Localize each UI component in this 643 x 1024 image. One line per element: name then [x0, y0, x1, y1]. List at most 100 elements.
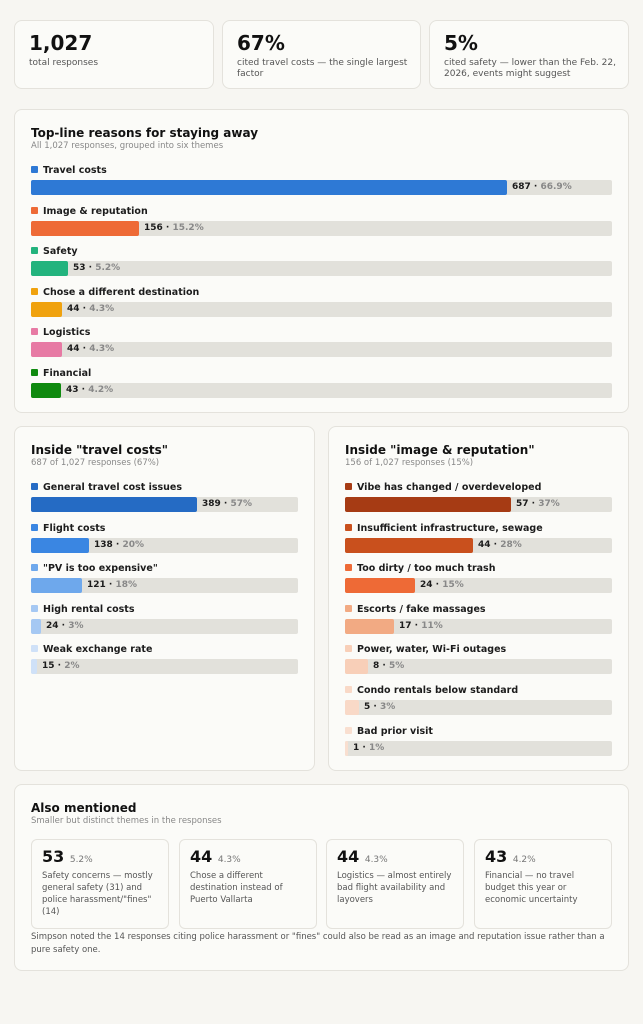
- bar-label: General travel cost issues: [31, 482, 182, 493]
- legend-swatch-icon: [345, 686, 352, 693]
- bar-row: Chose a different destination 44 · 4.3%: [31, 287, 612, 319]
- bar-fill: [345, 497, 511, 512]
- stat-description: cited travel costs — the single largest …: [237, 58, 408, 79]
- bar-fill: [345, 740, 348, 756]
- bar-fill: [31, 261, 68, 277]
- bar-value-label: 24 · 15%: [420, 580, 464, 591]
- bar-fill: [31, 497, 197, 512]
- bar-fill: [31, 537, 89, 553]
- bar-label: Insufficient infrastructure, sewage: [345, 523, 543, 534]
- mini-stat-value: 44 4.3%: [337, 847, 388, 866]
- stat-card-travel: 67% cited travel costs — the single larg…: [222, 20, 421, 89]
- bar-row: Travel costs 687 · 66.9%: [31, 165, 612, 197]
- bar-fill: [345, 537, 473, 553]
- bar-label: Logistics: [31, 327, 90, 338]
- bar-row: "PV is too expensive" 121 · 18%: [31, 563, 298, 595]
- bar-value-label: 5 · 3%: [364, 702, 396, 712]
- legend-swatch-icon: [31, 604, 38, 612]
- bar-row: General travel cost issues 389 · 57%: [31, 482, 298, 514]
- stat-description: total responses: [29, 58, 99, 68]
- legend-swatch-icon: [31, 328, 38, 336]
- mini-stat-pct: 4.3%: [217, 855, 241, 865]
- bar-track: 5 · 3%: [345, 700, 612, 715]
- bar-fill: [31, 220, 139, 236]
- mini-stat-pct: 4.2%: [512, 855, 536, 865]
- bar-row: Financial 43 · 4.2%: [31, 368, 612, 400]
- travel-costs-card: Inside "travel costs" 687 of 1,027 respo…: [14, 426, 315, 771]
- bar-value-label: 389 · 57%: [202, 499, 253, 509]
- bar-track: 53 · 5.2%: [31, 261, 612, 277]
- bar-value-label: 53 · 5.2%: [73, 263, 121, 274]
- bar-fill: [345, 578, 415, 594]
- stat-card-safety: 5% cited safety — lower than the Feb. 22…: [429, 20, 629, 89]
- legend-swatch-icon: [345, 483, 352, 490]
- bar-label: Financial: [31, 368, 91, 379]
- bar-track: 156 · 15.2%: [31, 220, 612, 236]
- bar-value-label: 44 · 4.3%: [67, 344, 115, 355]
- legend-swatch-icon: [345, 523, 352, 531]
- bar-label: Condo rentals below standard: [345, 685, 518, 696]
- legend-swatch-icon: [345, 645, 352, 653]
- bar-fill: [31, 618, 41, 634]
- section-subtitle: Smaller but distinct themes in the respo…: [31, 816, 222, 826]
- bar-value-label: 8 · 5%: [373, 661, 405, 672]
- bar-row: Insufficient infrastructure, sewage 44 · …: [345, 523, 612, 555]
- legend-swatch-icon: [31, 523, 38, 531]
- mini-stat-pct: 4.3%: [364, 855, 388, 865]
- stat-value: 1,027: [29, 31, 93, 55]
- bar-row: Power, water, Wi-Fi outages 8 · 5%: [345, 644, 612, 676]
- bar-row: Condo rentals below standard 5 · 3%: [345, 685, 612, 717]
- bar-label: Travel costs: [31, 165, 107, 176]
- legend-swatch-icon: [31, 287, 38, 295]
- bar-track: 57 · 37%: [345, 497, 612, 512]
- legend-swatch-icon: [31, 483, 38, 490]
- bar-track: 389 · 57%: [31, 497, 298, 512]
- stat-description: cited safety — lower than the Feb. 22, 2…: [444, 58, 616, 79]
- bar-label: Too dirty / too much trash: [345, 563, 495, 574]
- bar-value-label: 15 · 2%: [42, 661, 80, 672]
- section-subtitle: 687 of 1,027 responses (67%): [31, 458, 160, 468]
- bar-value-label: 44 · 28%: [478, 539, 522, 550]
- section-title: Top-line reasons for staying away: [31, 126, 259, 140]
- bar-value-label: 43 · 4.2%: [66, 385, 114, 395]
- bar-label: High rental costs: [31, 604, 135, 615]
- mini-stat-description: Chose a different destination instead of…: [190, 871, 283, 905]
- bar-row: Safety 53 · 5.2%: [31, 246, 612, 278]
- bar-fill: [31, 180, 507, 195]
- section-title: Inside "image & reputation": [345, 443, 535, 457]
- legend-swatch-icon: [31, 247, 38, 255]
- bar-row: High rental costs 24 · 3%: [31, 604, 298, 636]
- bar-track: 44 · 4.3%: [31, 342, 612, 358]
- mini-stat-value: 43 4.2%: [485, 847, 536, 866]
- mini-stat-description: Financial — no travel budget this year o…: [485, 871, 578, 905]
- bar-track: 687 · 66.9%: [31, 180, 612, 195]
- legend-swatch-icon: [345, 604, 352, 612]
- legend-swatch-icon: [31, 645, 38, 653]
- bar-value-label: 121 · 18%: [87, 580, 138, 591]
- bar-label: Escorts / fake massages: [345, 604, 486, 615]
- legend-swatch-icon: [31, 564, 38, 572]
- bar-track: 24 · 3%: [31, 618, 298, 634]
- bar-track: 121 · 18%: [31, 578, 298, 594]
- bar-value-label: 156 · 15.2%: [144, 222, 204, 233]
- bar-fill: [345, 659, 368, 675]
- bar-row: Flight costs 138 · 20%: [31, 523, 298, 555]
- section-subtitle: All 1,027 responses, grouped into six th…: [31, 141, 224, 151]
- topline-card: Top-line reasons for staying away All 1,…: [14, 109, 629, 413]
- mini-stat-financial: 43 4.2% Financial — no travel budget thi…: [474, 839, 612, 929]
- bar-label: Weak exchange rate: [31, 644, 152, 655]
- bar-label: Safety: [31, 246, 78, 257]
- bar-row: Escorts / fake massages 17 · 11%: [345, 604, 612, 636]
- mini-stat-destination: 44 4.3% Chose a different destination in…: [179, 839, 317, 929]
- bar-row: Too dirty / too much trash 24 · 15%: [345, 563, 612, 595]
- bar-track: 8 · 5%: [345, 659, 612, 675]
- mini-stat-pct: 5.2%: [69, 855, 93, 865]
- footnote: Simpson noted the 14 responses citing po…: [31, 932, 605, 955]
- bar-fill: [31, 659, 37, 675]
- bar-value-label: 687 · 66.9%: [512, 182, 572, 192]
- mini-stat-value: 44 4.3%: [190, 847, 241, 866]
- bar-fill: [31, 342, 62, 358]
- bar-track: 1 · 1%: [345, 740, 612, 756]
- bar-track: 44 · 4.3%: [31, 301, 612, 317]
- mini-stat-description: Safety concerns — mostly general safety …: [42, 871, 153, 917]
